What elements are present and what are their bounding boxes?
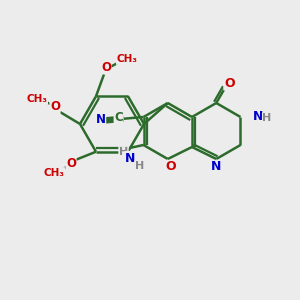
Text: O: O <box>101 61 111 74</box>
Text: CH₃: CH₃ <box>116 54 137 64</box>
Text: H: H <box>262 113 272 123</box>
Text: N: N <box>253 110 263 124</box>
Text: H: H <box>119 147 128 157</box>
Text: O: O <box>165 160 176 173</box>
Text: O: O <box>50 100 60 113</box>
Text: N: N <box>211 160 221 173</box>
Text: H: H <box>135 161 144 171</box>
Text: O: O <box>66 157 76 170</box>
Text: N: N <box>96 113 106 126</box>
Text: N: N <box>125 152 136 164</box>
Text: CH₃: CH₃ <box>26 94 47 104</box>
Text: O: O <box>224 77 235 90</box>
Text: CH₃: CH₃ <box>44 168 64 178</box>
Text: C: C <box>114 111 123 124</box>
